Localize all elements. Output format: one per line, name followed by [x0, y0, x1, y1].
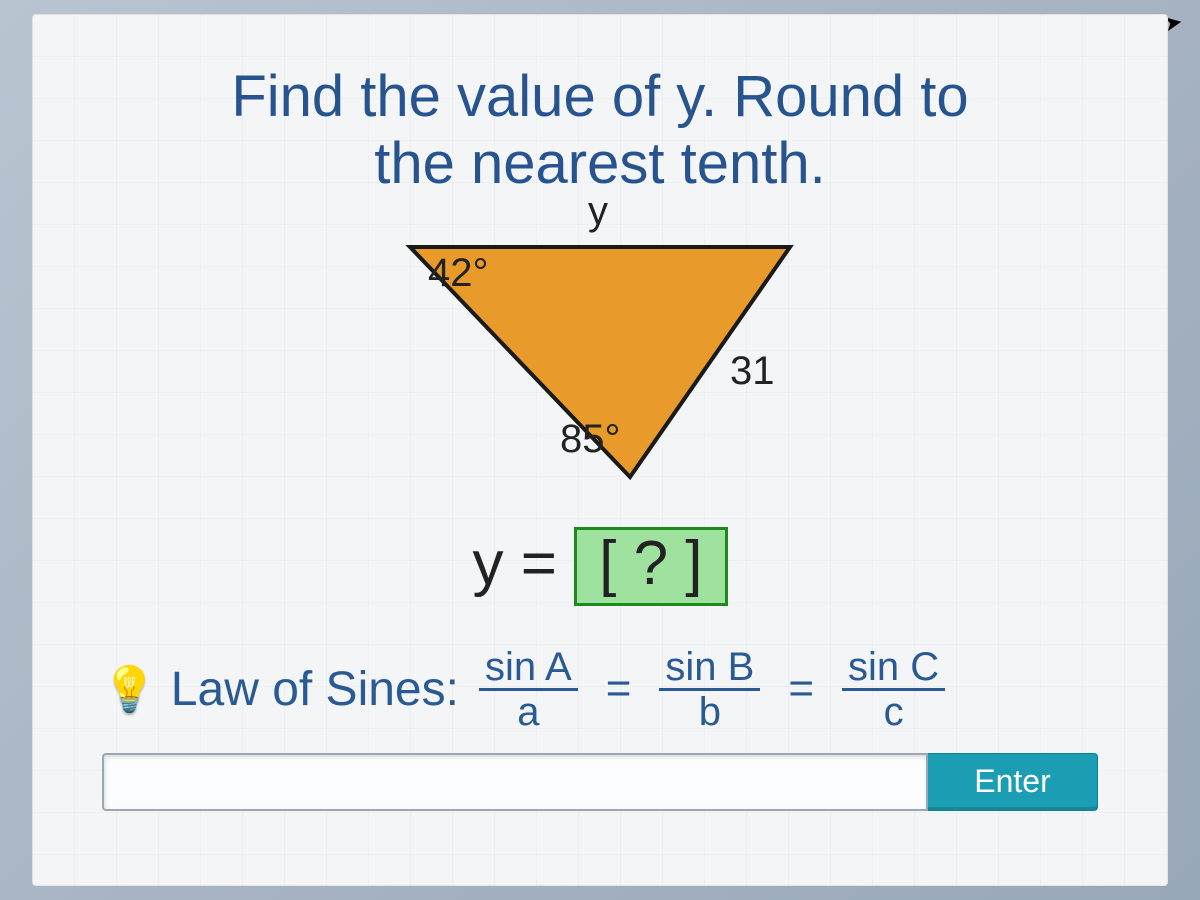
triangle-figure: y 42° 85° 31 [350, 227, 850, 507]
problem-title: Find the value of y. Round to the neares… [82, 64, 1118, 197]
triangle-top-side-label: y [588, 189, 608, 234]
answer-blank-box: [ ? ] [574, 527, 727, 605]
triangle-svg [350, 227, 850, 507]
fraction-b-den: b [693, 691, 727, 733]
hint-label: Law of Sines: [171, 662, 459, 717]
lightbulb-icon: 💡 [102, 663, 157, 715]
triangle-left-angle-label: 42° [428, 251, 489, 296]
title-line-2: the nearest tenth. [374, 131, 825, 196]
hint-law-of-sines: 💡 Law of Sines: sin A a = sin B b = sin … [102, 646, 1118, 733]
fraction-b-num: sin B [659, 646, 760, 691]
fraction-c-den: c [878, 691, 910, 733]
title-line-1: Find the value of y. Round to [231, 64, 968, 129]
equals-1: = [598, 664, 640, 714]
triangle-right-side-label: 31 [730, 349, 775, 394]
fraction-c: sin C c [842, 646, 945, 733]
fraction-a: sin A a [479, 646, 578, 733]
problem-panel: Find the value of y. Round to the neares… [32, 14, 1168, 886]
triangle-bottom-angle-label: 85° [560, 417, 621, 462]
equals-2: = [780, 664, 822, 714]
answer-expression: y = [ ? ] [82, 527, 1118, 605]
answer-prefix: y = [472, 529, 574, 598]
fraction-a-den: a [511, 691, 545, 733]
fraction-a-num: sin A [479, 646, 578, 691]
fraction-b: sin B b [659, 646, 760, 733]
enter-button[interactable]: Enter [928, 753, 1098, 811]
answer-input-row: Enter [102, 753, 1098, 811]
fraction-c-num: sin C [842, 646, 945, 691]
answer-input[interactable] [102, 753, 928, 811]
